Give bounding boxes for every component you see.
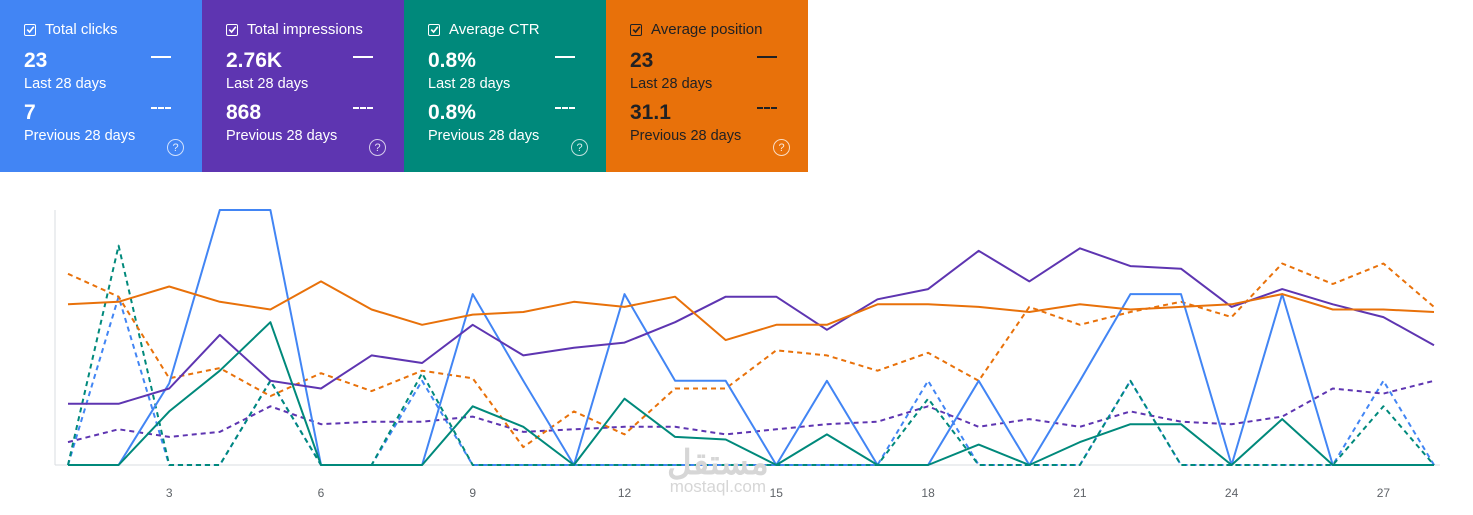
solid-line-legend-icon	[757, 56, 777, 58]
series-line-total-impressions-current	[68, 247, 1435, 405]
watermark: مستقل mostaql.com	[667, 444, 769, 496]
metric-card-clicks[interactable]: Total clicks 23 Last 28 days 7 Previous 28 d…	[0, 0, 202, 172]
dashed-line-legend-icon	[151, 107, 171, 109]
metric-previous-period: Previous 28 days	[428, 128, 540, 144]
metric-title-row[interactable]: Average position	[630, 21, 762, 38]
dashed-line-legend-icon	[555, 107, 575, 109]
metric-title: Total clicks	[45, 21, 118, 38]
help-circle-icon[interactable]: ?	[369, 139, 386, 156]
x-tick-label: 9	[469, 486, 476, 500]
series-line-total-clicks-current	[68, 209, 1434, 466]
solid-line-legend-icon	[555, 56, 575, 58]
metric-cards: Total clicks 23 Last 28 days 7 Previous 28 d…	[0, 0, 808, 172]
metric-current-period: Last 28 days	[428, 76, 511, 92]
checkbox-checked-icon[interactable]	[24, 23, 36, 36]
series-line-average-position-current	[67, 280, 1435, 342]
x-tick-label: 18	[921, 486, 935, 500]
checkbox-checked-icon[interactable]	[226, 23, 238, 36]
x-tick-label: 27	[1377, 486, 1391, 500]
series-line-average-position-previous	[67, 262, 1435, 449]
dashed-line-legend-icon	[757, 107, 777, 109]
x-tick-label: 6	[318, 486, 325, 500]
x-tick-label: 12	[618, 486, 632, 500]
metric-title: Total impressions	[247, 21, 363, 38]
metric-current-value: 23	[24, 49, 48, 72]
series-line-total-impressions-previous	[67, 379, 1435, 444]
metric-previous-value: 868	[226, 101, 262, 124]
metric-current-period: Last 28 days	[24, 76, 107, 92]
help-circle-icon[interactable]: ?	[167, 139, 184, 156]
metric-current-value: 23	[630, 49, 654, 72]
metric-title: Average position	[651, 21, 763, 38]
x-tick-label: 24	[1225, 486, 1239, 500]
metric-card-impressions[interactable]: Total impressions 2.76K Last 28 days 868 Pre…	[202, 0, 404, 172]
checkbox-checked-icon[interactable]	[428, 23, 440, 36]
series-line-average-ctr-previous	[67, 244, 1435, 466]
metric-card-ctr[interactable]: Average CTR 0.8% Last 28 days 0.8% Previous …	[404, 0, 606, 172]
x-tick-label: 15	[770, 486, 784, 500]
watermark-latin: mostaql.com	[669, 477, 767, 496]
metric-previous-period: Previous 28 days	[630, 128, 742, 144]
metric-title-row[interactable]: Total impressions	[226, 21, 363, 38]
x-tick-labels: 3 6 9 12 15 18 21 24 27	[166, 486, 1391, 500]
metric-card-position[interactable]: Average position 23 Last 28 days 31.1 Previo…	[606, 0, 808, 172]
metric-previous-period: Previous 28 days	[24, 128, 136, 144]
watermark-arabic: مستقل	[667, 444, 769, 482]
dashed-line-legend-icon	[353, 107, 373, 109]
performance-chart: 3 6 9 12 15 18 21 24 27	[54, 209, 1440, 500]
x-tick-label: 21	[1073, 486, 1087, 500]
metric-previous-value: 7	[24, 101, 36, 124]
metric-current-value: 0.8%	[428, 49, 476, 72]
metric-title-row[interactable]: Total clicks	[24, 21, 118, 38]
metric-title-row[interactable]: Average CTR	[428, 21, 540, 38]
solid-line-legend-icon	[151, 56, 171, 58]
metric-previous-period: Previous 28 days	[226, 128, 338, 144]
metric-previous-value: 31.1	[630, 101, 671, 124]
solid-line-legend-icon	[353, 56, 373, 58]
metric-previous-value: 0.8%	[428, 101, 476, 124]
help-circle-icon[interactable]: ?	[571, 139, 588, 156]
metric-current-value: 2.76K	[226, 49, 283, 72]
series-line-average-ctr-current	[68, 321, 1434, 466]
metric-current-period: Last 28 days	[630, 76, 713, 92]
metric-title: Average CTR	[449, 21, 540, 38]
help-circle-icon[interactable]: ?	[773, 139, 790, 156]
series-layer	[67, 209, 1435, 466]
x-tick-label: 3	[166, 486, 173, 500]
checkbox-checked-icon[interactable]	[630, 23, 642, 36]
metric-current-period: Last 28 days	[226, 76, 309, 92]
